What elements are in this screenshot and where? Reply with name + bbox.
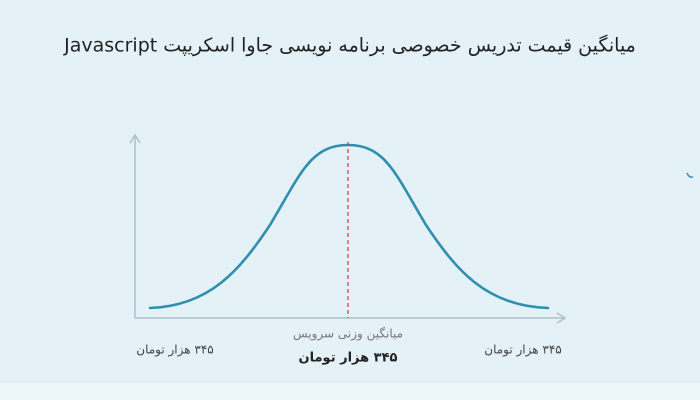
decoration (686, 172, 694, 178)
left-label: ۳۴۵ هزار تومان (136, 343, 214, 358)
bottom-strip (0, 382, 700, 400)
right-label: ۳۴۵ هزار تومان (484, 343, 562, 358)
center-caption: میانگین وزنی سرویس (293, 327, 403, 342)
x-axis-arrow (556, 312, 567, 324)
center-value: ۳۴۵ هزار تومان (299, 351, 398, 366)
title: میانگین قیمت تدریس خصوصی برنامه نویسی جا… (63, 34, 636, 57)
y-axis-arrow (129, 133, 141, 144)
